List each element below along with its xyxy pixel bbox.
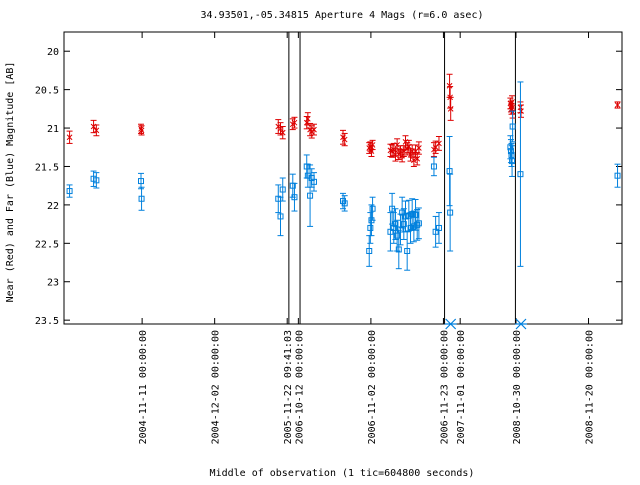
series-0-point-14-marker	[311, 126, 317, 133]
series-1-point-12-marker	[307, 192, 314, 199]
series-1-point-2-marker	[93, 177, 100, 184]
series-0-point-48-marker	[509, 99, 515, 105]
series-0-point-42-marker	[446, 82, 453, 89]
x-tick-label-3: 2006-10-12 00:00:00	[294, 330, 305, 444]
series-1	[66, 81, 621, 330]
series-1-point-25-marker	[394, 232, 401, 239]
series-1-point-52-marker	[614, 172, 621, 179]
series-1-point-24-marker	[392, 221, 399, 228]
series-0-point-51-marker	[518, 108, 524, 115]
series-1-point-0-marker	[66, 188, 73, 195]
series-1-point-28-marker	[399, 209, 406, 216]
x-tick-label-2: 2005-11-22 09:41:03	[283, 330, 294, 444]
series-0-point-37-marker	[414, 155, 421, 162]
chart-title: 34.93501,-05.34815 Aperture 4 Mags (r=6.…	[201, 10, 484, 21]
series-0-point-24-marker	[392, 152, 399, 158]
axis-ticks: 20 20.5 21 21.5 22 22.5 23 23.5 2004-11-11 00:00…	[35, 32, 622, 444]
series-0-point-4-marker	[138, 127, 145, 134]
series-1-point-20-marker	[369, 205, 376, 212]
x-tick-label-6: 2007-11-01 00:00:00	[456, 330, 467, 444]
series-1-point-7-marker	[279, 186, 286, 193]
series-1-point-21-marker	[387, 228, 394, 235]
series-1-point-23-marker	[390, 224, 397, 231]
y-tick-label-5: 22.5	[35, 239, 59, 250]
series-1-point-46-marker	[507, 148, 514, 155]
series-1-point-37-marker	[414, 221, 421, 228]
x-tick-label-5: 2006-11-23 00:00:00	[439, 330, 450, 444]
series-1-point-33-marker	[407, 224, 414, 231]
x-tick-label-0: 2004-11-11 00:00:00	[138, 330, 149, 444]
y-tick-label-3: 21.5	[35, 162, 59, 173]
data-series	[66, 73, 621, 330]
series-1-point-34-marker	[409, 211, 416, 218]
series-1-point-17-marker	[366, 248, 373, 254]
series-1-point-49-marker	[509, 123, 516, 130]
series-0-point-20-marker	[369, 142, 376, 148]
series-1-point-6-marker	[277, 213, 284, 220]
series-1-point-30-marker	[402, 213, 409, 220]
y-tick-label-0: 20	[47, 47, 59, 58]
series-0-point-44-marker	[447, 105, 454, 112]
x-axis-label: Middle of observation (1 tic=604800 seco…	[210, 468, 475, 479]
series-0-point-52-marker	[614, 102, 621, 108]
series-1-point-48-marker	[509, 158, 516, 165]
series-1-point-29-marker	[400, 221, 407, 228]
series-1-point-16-marker	[341, 200, 348, 207]
series-0	[66, 73, 621, 167]
y-tick-label-6: 23	[47, 278, 59, 289]
y-tick-label-7: 23.5	[35, 316, 59, 327]
series-0-point-35-marker	[411, 157, 417, 164]
series-0-point-41-marker	[436, 140, 442, 147]
series-0-point-2-marker	[93, 127, 100, 134]
series-1-point-47-marker	[508, 151, 515, 158]
series-1-point-4-marker	[138, 195, 145, 202]
plot-frame	[63, 31, 623, 325]
series-1-point-35-marker	[410, 223, 417, 230]
series-1-point-18-marker	[367, 224, 374, 231]
series-1-point-3-marker	[138, 178, 145, 185]
series-1-point-50-marker	[517, 171, 524, 178]
series-1-point-39-marker	[430, 163, 437, 170]
y-tick-label-2: 21	[47, 124, 59, 135]
series-1-point-27-marker	[397, 226, 404, 233]
y-axis-label: Near (Red) and Far (Blue) Magnitude [AB]	[5, 62, 16, 303]
series-1-point-51-limit-marker	[515, 318, 528, 330]
series-1-point-41-marker	[435, 224, 442, 231]
y-tick-label-4: 22	[47, 201, 59, 212]
series-0-point-9-marker	[291, 119, 298, 126]
series-1-point-38-marker	[415, 220, 422, 227]
series-1-point-31-marker	[404, 248, 411, 254]
series-1-point-40-marker	[432, 228, 439, 235]
series-1-point-9-marker	[291, 194, 298, 201]
series-1-point-32-marker	[405, 212, 412, 219]
series-1-point-43-marker	[447, 209, 454, 216]
series-0-point-47-marker	[508, 105, 515, 112]
series-1-point-44-limit-marker	[444, 318, 457, 330]
series-1-point-42-marker	[446, 168, 453, 175]
series-1-point-26-marker	[395, 246, 402, 253]
series-0-point-11-marker	[304, 115, 311, 122]
series-0-point-3-marker	[138, 125, 144, 132]
series-1-point-36-marker	[412, 211, 419, 218]
series-0-point-29-marker	[400, 148, 407, 154]
series-0-point-7-marker	[279, 129, 286, 136]
x-tick-label-7: 2008-10-30 00:00:00	[512, 330, 523, 444]
y-tick-label-1: 20.5	[35, 86, 59, 97]
gap-markers	[288, 32, 516, 324]
series-0-point-0-marker	[66, 134, 73, 141]
x-tick-label-8: 2008-11-20 00:00:00	[585, 330, 596, 444]
series-1-point-14-marker	[310, 178, 317, 185]
x-tick-label-4: 2006-11-02 00:00:00	[367, 330, 378, 444]
series-0-point-16-marker	[341, 136, 348, 143]
series-0-point-38-marker	[416, 145, 422, 151]
series-0-point-6-marker	[277, 125, 284, 132]
series-0-point-25-marker	[394, 142, 400, 148]
series-1-point-45-marker	[507, 144, 514, 151]
x-tick-label-1: 2004-12-02 00:00:00	[211, 330, 222, 444]
